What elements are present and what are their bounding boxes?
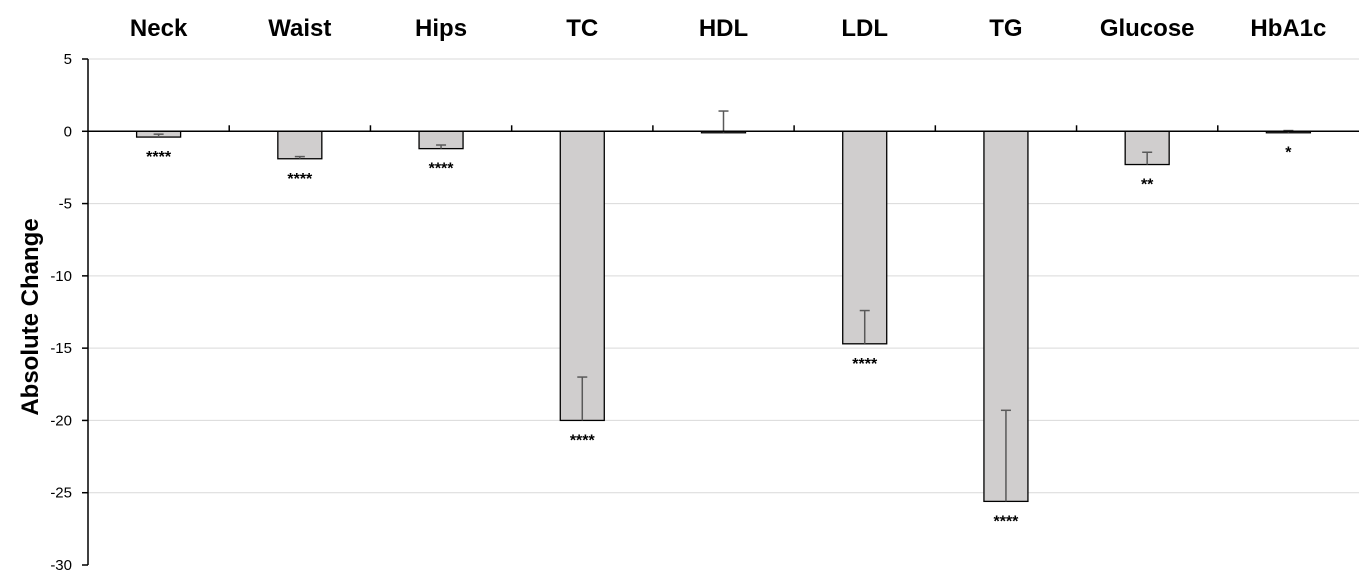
significance-labels: *************************** — [146, 145, 1292, 531]
significance-label: **** — [570, 432, 596, 449]
y-axis-title: Absolute Change — [17, 218, 44, 415]
significance-label: **** — [287, 171, 313, 188]
y-tick-label: -25 — [50, 485, 72, 502]
significance-label: **** — [429, 161, 455, 178]
significance-label: **** — [146, 149, 172, 166]
category-label: LDL — [841, 15, 888, 42]
y-tick-label: -5 — [59, 196, 72, 213]
category-label: HbA1c — [1250, 15, 1326, 42]
category-label: Waist — [268, 15, 331, 42]
category-label: HDL — [699, 15, 748, 42]
category-label: TC — [566, 15, 598, 42]
axes — [82, 58, 1359, 566]
bar-waist — [277, 130, 323, 160]
category-label: Hips — [415, 15, 467, 42]
y-tick-label: -15 — [50, 340, 72, 357]
y-tick-label: -30 — [50, 557, 72, 571]
significance-label: ** — [1141, 177, 1154, 194]
category-label: Glucose — [1100, 15, 1195, 42]
y-tick-label: 5 — [64, 51, 72, 68]
category-label: Neck — [130, 15, 188, 42]
y-tick-labels: 5 0 -5 -10 -15 -20 -25 -30 — [50, 51, 72, 571]
y-tick-label: 0 — [64, 123, 72, 140]
y-tick-label: -10 — [50, 268, 72, 285]
y-tick-label: -20 — [50, 412, 72, 429]
category-label: TG — [989, 15, 1022, 42]
bars — [135, 110, 1312, 503]
significance-label: **** — [852, 356, 878, 373]
significance-label: **** — [993, 513, 1019, 530]
gridlines — [88, 58, 1359, 494]
significance-label: * — [1285, 145, 1292, 162]
category-labels: Neck Waist Hips TC HDL LDL TG Glucose HbA1c — [130, 15, 1326, 42]
bar-tc — [559, 130, 605, 422]
